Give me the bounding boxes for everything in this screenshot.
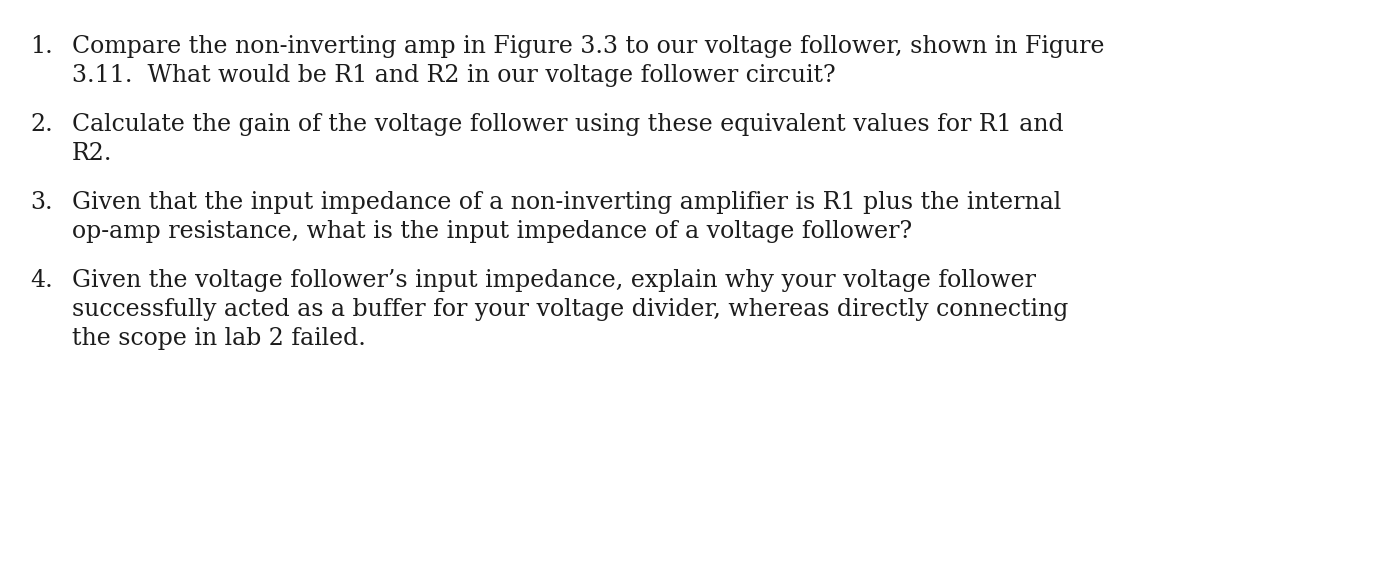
Text: op-amp resistance, what is the input impedance of a voltage follower?: op-amp resistance, what is the input imp… — [71, 220, 912, 243]
Text: 1.: 1. — [30, 35, 52, 58]
Text: Given that the input impedance of a non-inverting amplifier is R1 plus the inter: Given that the input impedance of a non-… — [71, 191, 1061, 214]
Text: 2.: 2. — [30, 113, 52, 136]
Text: Given the voltage follower’s input impedance, explain why your voltage follower: Given the voltage follower’s input imped… — [71, 269, 1036, 292]
Text: 3.: 3. — [30, 191, 52, 214]
Text: the scope in lab 2 failed.: the scope in lab 2 failed. — [71, 327, 365, 350]
Text: 3.11.  What would be R1 and R2 in our voltage follower circuit?: 3.11. What would be R1 and R2 in our vol… — [71, 64, 835, 87]
Text: successfully acted as a buffer for your voltage divider, whereas directly connec: successfully acted as a buffer for your … — [71, 298, 1069, 321]
Text: R2.: R2. — [71, 142, 113, 165]
Text: Calculate the gain of the voltage follower using these equivalent values for R1 : Calculate the gain of the voltage follow… — [71, 113, 1063, 136]
Text: 4.: 4. — [30, 269, 52, 292]
Text: Compare the non-inverting amp in Figure 3.3 to our voltage follower, shown in Fi: Compare the non-inverting amp in Figure … — [71, 35, 1105, 58]
